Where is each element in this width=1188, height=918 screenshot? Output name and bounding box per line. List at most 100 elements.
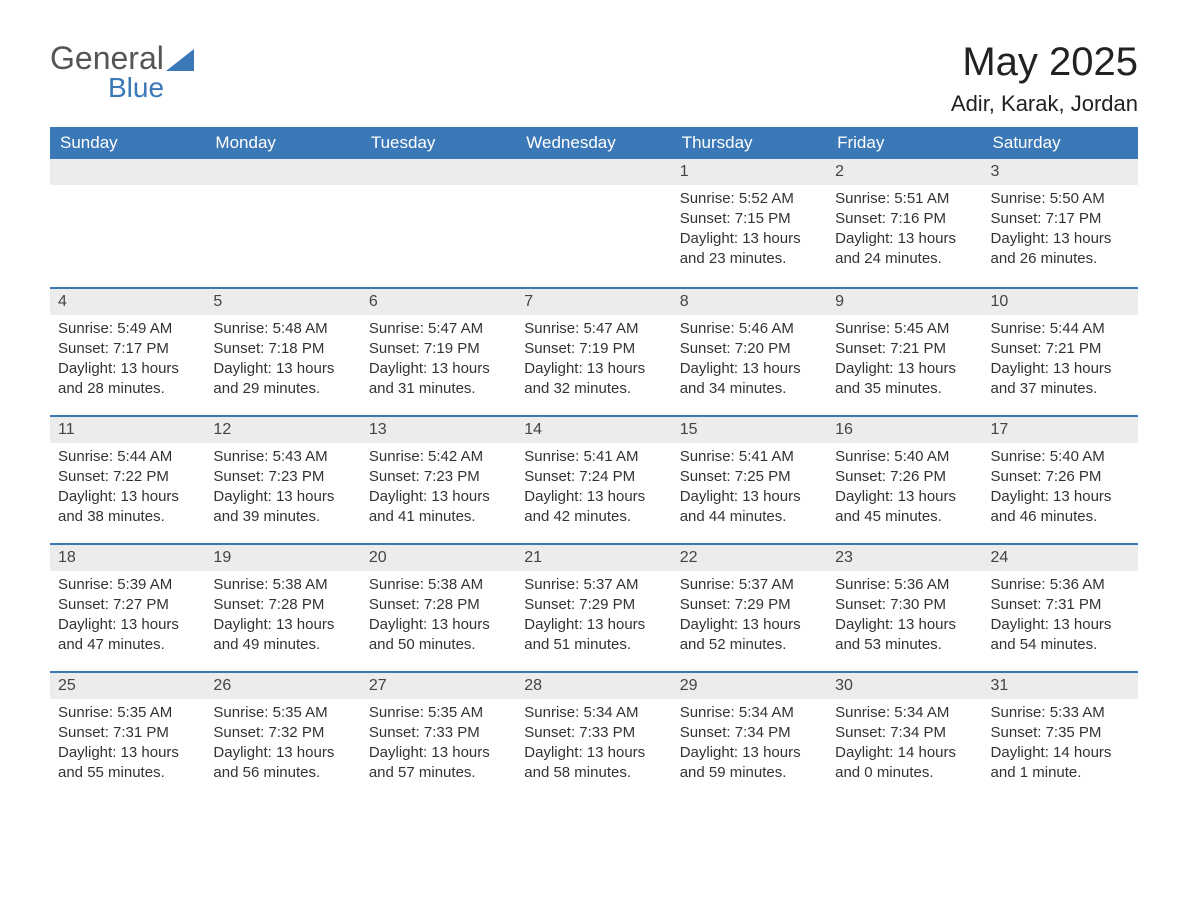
sunrise-line: Sunrise: 5:40 AM	[835, 447, 974, 467]
calendar-cell: 15Sunrise: 5:41 AMSunset: 7:25 PMDayligh…	[672, 417, 827, 543]
day-header-friday: Friday	[827, 127, 982, 159]
daylight-line: Daylight: 13 hours and 54 minutes.	[991, 615, 1130, 656]
day-number: 21	[516, 545, 671, 571]
day-number: 20	[361, 545, 516, 571]
day-number: 14	[516, 417, 671, 443]
sunrise-line: Sunrise: 5:48 AM	[213, 319, 352, 339]
sunrise-line: Sunrise: 5:41 AM	[680, 447, 819, 467]
sunset-line: Sunset: 7:24 PM	[524, 467, 663, 487]
day-details: Sunrise: 5:34 AMSunset: 7:33 PMDaylight:…	[516, 699, 671, 792]
calendar-cell: 18Sunrise: 5:39 AMSunset: 7:27 PMDayligh…	[50, 545, 205, 671]
weeks-container: 1Sunrise: 5:52 AMSunset: 7:15 PMDaylight…	[50, 159, 1138, 799]
day-header-sunday: Sunday	[50, 127, 205, 159]
calendar-week: 1Sunrise: 5:52 AMSunset: 7:15 PMDaylight…	[50, 159, 1138, 287]
calendar-cell: 9Sunrise: 5:45 AMSunset: 7:21 PMDaylight…	[827, 289, 982, 415]
calendar-cell: 17Sunrise: 5:40 AMSunset: 7:26 PMDayligh…	[983, 417, 1138, 543]
day-number: 31	[983, 673, 1138, 699]
daylight-line: Daylight: 13 hours and 24 minutes.	[835, 229, 974, 270]
day-details: Sunrise: 5:34 AMSunset: 7:34 PMDaylight:…	[827, 699, 982, 792]
sunrise-line: Sunrise: 5:34 AM	[524, 703, 663, 723]
calendar-cell: 16Sunrise: 5:40 AMSunset: 7:26 PMDayligh…	[827, 417, 982, 543]
calendar-cell: 26Sunrise: 5:35 AMSunset: 7:32 PMDayligh…	[205, 673, 360, 799]
day-header-thursday: Thursday	[672, 127, 827, 159]
sunrise-line: Sunrise: 5:35 AM	[369, 703, 508, 723]
calendar-cell: 12Sunrise: 5:43 AMSunset: 7:23 PMDayligh…	[205, 417, 360, 543]
sunset-line: Sunset: 7:34 PM	[680, 723, 819, 743]
month-title: May 2025	[951, 40, 1138, 85]
sunrise-line: Sunrise: 5:37 AM	[680, 575, 819, 595]
sunset-line: Sunset: 7:25 PM	[680, 467, 819, 487]
daylight-line: Daylight: 13 hours and 23 minutes.	[680, 229, 819, 270]
day-number	[361, 159, 516, 185]
sunset-line: Sunset: 7:31 PM	[991, 595, 1130, 615]
sunset-line: Sunset: 7:21 PM	[991, 339, 1130, 359]
calendar-cell: 4Sunrise: 5:49 AMSunset: 7:17 PMDaylight…	[50, 289, 205, 415]
sunset-line: Sunset: 7:33 PM	[524, 723, 663, 743]
day-number: 30	[827, 673, 982, 699]
sunset-line: Sunset: 7:28 PM	[369, 595, 508, 615]
sunset-line: Sunset: 7:31 PM	[58, 723, 197, 743]
sunrise-line: Sunrise: 5:39 AM	[58, 575, 197, 595]
day-number: 15	[672, 417, 827, 443]
day-number: 3	[983, 159, 1138, 185]
calendar-cell: 7Sunrise: 5:47 AMSunset: 7:19 PMDaylight…	[516, 289, 671, 415]
location-label: Adir, Karak, Jordan	[951, 91, 1138, 117]
day-number	[516, 159, 671, 185]
day-details: Sunrise: 5:44 AMSunset: 7:21 PMDaylight:…	[983, 315, 1138, 408]
day-details: Sunrise: 5:41 AMSunset: 7:25 PMDaylight:…	[672, 443, 827, 536]
sunrise-line: Sunrise: 5:44 AM	[991, 319, 1130, 339]
day-header-saturday: Saturday	[983, 127, 1138, 159]
day-number: 17	[983, 417, 1138, 443]
day-number: 4	[50, 289, 205, 315]
day-details: Sunrise: 5:50 AMSunset: 7:17 PMDaylight:…	[983, 185, 1138, 278]
sunrise-line: Sunrise: 5:38 AM	[369, 575, 508, 595]
day-details: Sunrise: 5:48 AMSunset: 7:18 PMDaylight:…	[205, 315, 360, 408]
calendar-cell: 27Sunrise: 5:35 AMSunset: 7:33 PMDayligh…	[361, 673, 516, 799]
day-details: Sunrise: 5:43 AMSunset: 7:23 PMDaylight:…	[205, 443, 360, 536]
sunset-line: Sunset: 7:28 PM	[213, 595, 352, 615]
day-details: Sunrise: 5:35 AMSunset: 7:31 PMDaylight:…	[50, 699, 205, 792]
sunrise-line: Sunrise: 5:33 AM	[991, 703, 1130, 723]
sunset-line: Sunset: 7:22 PM	[58, 467, 197, 487]
daylight-line: Daylight: 13 hours and 45 minutes.	[835, 487, 974, 528]
day-number: 28	[516, 673, 671, 699]
day-details: Sunrise: 5:44 AMSunset: 7:22 PMDaylight:…	[50, 443, 205, 536]
sunrise-line: Sunrise: 5:51 AM	[835, 189, 974, 209]
day-details: Sunrise: 5:46 AMSunset: 7:20 PMDaylight:…	[672, 315, 827, 408]
day-number: 12	[205, 417, 360, 443]
day-details: Sunrise: 5:52 AMSunset: 7:15 PMDaylight:…	[672, 185, 827, 278]
day-header-tuesday: Tuesday	[361, 127, 516, 159]
calendar-cell: 5Sunrise: 5:48 AMSunset: 7:18 PMDaylight…	[205, 289, 360, 415]
sunset-line: Sunset: 7:35 PM	[991, 723, 1130, 743]
calendar-cell: 1Sunrise: 5:52 AMSunset: 7:15 PMDaylight…	[672, 159, 827, 287]
calendar-cell: 30Sunrise: 5:34 AMSunset: 7:34 PMDayligh…	[827, 673, 982, 799]
sunset-line: Sunset: 7:26 PM	[835, 467, 974, 487]
daylight-line: Daylight: 13 hours and 50 minutes.	[369, 615, 508, 656]
daylight-line: Daylight: 13 hours and 41 minutes.	[369, 487, 508, 528]
daylight-line: Daylight: 13 hours and 34 minutes.	[680, 359, 819, 400]
daylight-line: Daylight: 13 hours and 29 minutes.	[213, 359, 352, 400]
sunset-line: Sunset: 7:18 PM	[213, 339, 352, 359]
calendar-cell: 28Sunrise: 5:34 AMSunset: 7:33 PMDayligh…	[516, 673, 671, 799]
calendar-cell	[205, 159, 360, 287]
daylight-line: Daylight: 13 hours and 51 minutes.	[524, 615, 663, 656]
day-number: 10	[983, 289, 1138, 315]
daylight-line: Daylight: 13 hours and 42 minutes.	[524, 487, 663, 528]
sunrise-line: Sunrise: 5:37 AM	[524, 575, 663, 595]
day-number: 25	[50, 673, 205, 699]
sunset-line: Sunset: 7:17 PM	[58, 339, 197, 359]
daylight-line: Daylight: 13 hours and 44 minutes.	[680, 487, 819, 528]
calendar-cell	[361, 159, 516, 287]
calendar-week: 18Sunrise: 5:39 AMSunset: 7:27 PMDayligh…	[50, 543, 1138, 671]
day-details: Sunrise: 5:37 AMSunset: 7:29 PMDaylight:…	[672, 571, 827, 664]
day-details: Sunrise: 5:40 AMSunset: 7:26 PMDaylight:…	[983, 443, 1138, 536]
calendar-cell: 21Sunrise: 5:37 AMSunset: 7:29 PMDayligh…	[516, 545, 671, 671]
daylight-line: Daylight: 14 hours and 0 minutes.	[835, 743, 974, 784]
daylight-line: Daylight: 13 hours and 52 minutes.	[680, 615, 819, 656]
day-number: 1	[672, 159, 827, 185]
sunrise-line: Sunrise: 5:34 AM	[835, 703, 974, 723]
sunrise-line: Sunrise: 5:40 AM	[991, 447, 1130, 467]
calendar-cell: 24Sunrise: 5:36 AMSunset: 7:31 PMDayligh…	[983, 545, 1138, 671]
day-details: Sunrise: 5:34 AMSunset: 7:34 PMDaylight:…	[672, 699, 827, 792]
daylight-line: Daylight: 13 hours and 38 minutes.	[58, 487, 197, 528]
